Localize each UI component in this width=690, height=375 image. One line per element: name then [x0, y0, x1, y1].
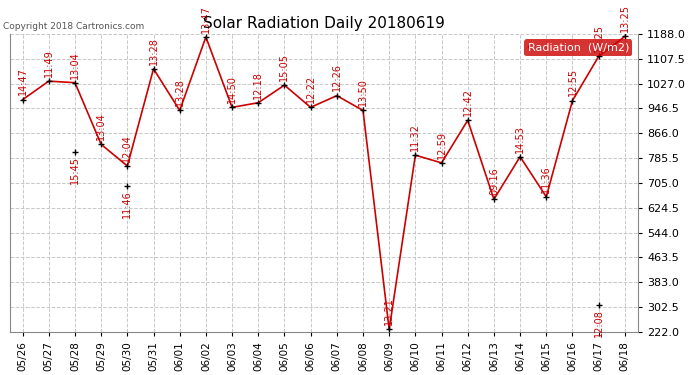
Legend: Radiation  (W/m2): Radiation (W/m2)	[524, 39, 632, 56]
Text: 13:50: 13:50	[358, 78, 368, 106]
Title: Solar Radiation Daily 20180619: Solar Radiation Daily 20180619	[203, 16, 444, 32]
Text: 12:42: 12:42	[463, 88, 473, 116]
Text: 13:47: 13:47	[201, 5, 211, 33]
Text: 14:53: 14:53	[515, 124, 525, 153]
Text: 15:05: 15:05	[279, 53, 289, 81]
Text: 12:26: 12:26	[332, 63, 342, 92]
Text: Copyright 2018 Cartronics.com: Copyright 2018 Cartronics.com	[3, 22, 144, 31]
Text: 12:55: 12:55	[567, 68, 578, 96]
Text: 13:04: 13:04	[70, 51, 80, 78]
Text: 11:49: 11:49	[43, 49, 54, 77]
Text: 13:25: 13:25	[620, 4, 630, 32]
Text: 12:18: 12:18	[253, 71, 264, 99]
Text: 12:59: 12:59	[437, 131, 446, 159]
Text: 09:16: 09:16	[489, 167, 499, 195]
Text: 11:36: 11:36	[541, 165, 551, 193]
Text: 13:28: 13:28	[175, 78, 185, 106]
Text: 12:08: 12:08	[593, 309, 604, 337]
Text: 15:45: 15:45	[70, 156, 80, 184]
Text: 14:47: 14:47	[18, 68, 28, 96]
Text: 13:21: 13:21	[384, 297, 394, 325]
Text: 12:22: 12:22	[306, 75, 315, 103]
Text: 11:32: 11:32	[411, 123, 420, 151]
Text: 11:46: 11:46	[122, 190, 132, 218]
Text: 13:25: 13:25	[593, 24, 604, 52]
Text: 13:28: 13:28	[148, 37, 159, 64]
Text: 12:04: 12:04	[122, 134, 132, 162]
Text: 13:04: 13:04	[96, 112, 106, 140]
Text: 14:50: 14:50	[227, 75, 237, 103]
